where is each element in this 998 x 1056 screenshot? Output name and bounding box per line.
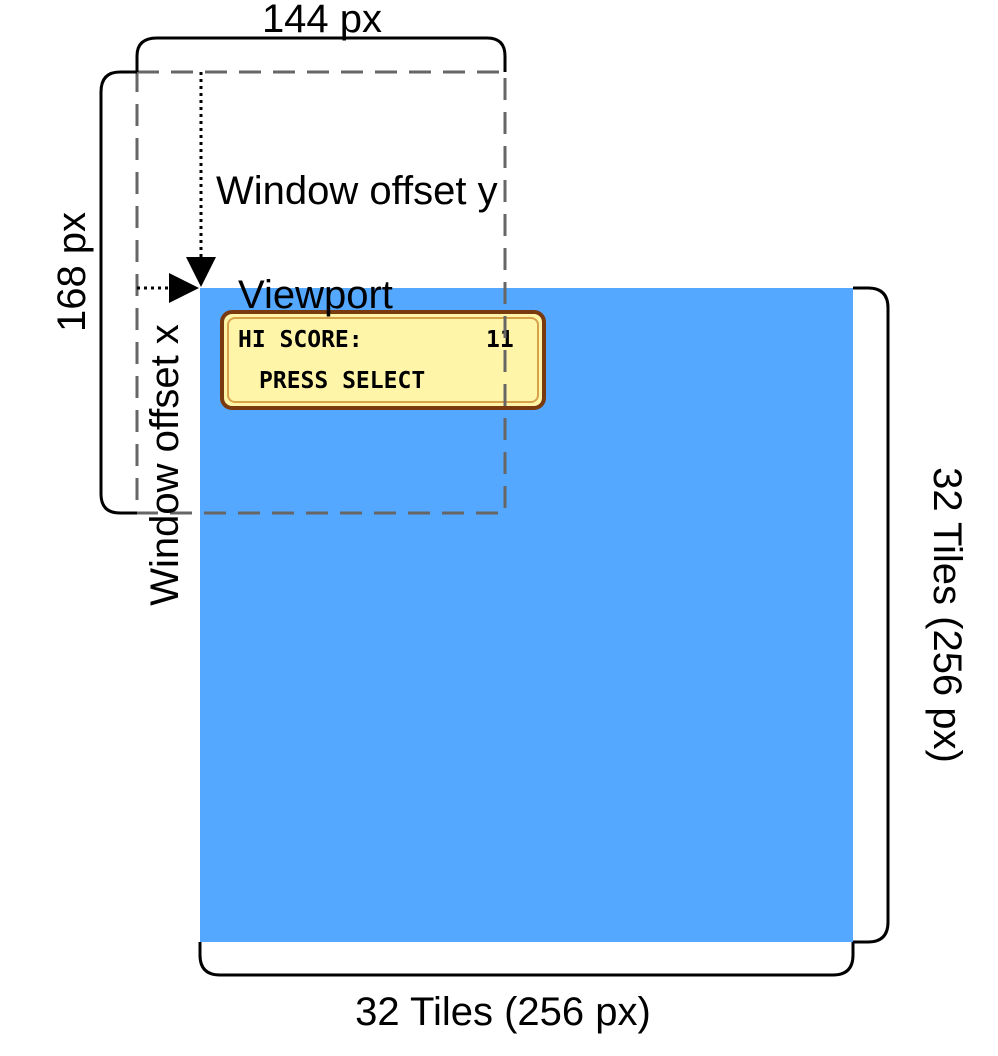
window-width-brace xyxy=(135,36,507,72)
hud-score-value: 11 xyxy=(486,327,514,353)
window-outline xyxy=(135,70,507,515)
map-width-brace xyxy=(198,942,855,977)
window-offset-y-label: Window offset y xyxy=(216,169,498,213)
window-height-brace xyxy=(99,70,137,515)
map-height-label: 32 Tiles (256 px) xyxy=(925,467,969,763)
hud-panel xyxy=(220,310,546,410)
window-width-label: 144 px xyxy=(262,0,382,41)
hud-window: HI SCORE: 11 PRESS SELECT xyxy=(220,310,546,410)
map-height-brace xyxy=(853,286,890,944)
viewport-label: Viewport xyxy=(238,273,393,317)
window-offset-x-label: Window offset x xyxy=(143,324,187,606)
hud-press-select: PRESS SELECT xyxy=(259,368,425,394)
hud-panel-inner-border xyxy=(227,317,539,403)
map-width-label: 32 Tiles (256 px) xyxy=(355,990,651,1034)
hud-score-label: HI SCORE: xyxy=(238,327,363,353)
window-height-label: 168 px xyxy=(50,212,94,332)
